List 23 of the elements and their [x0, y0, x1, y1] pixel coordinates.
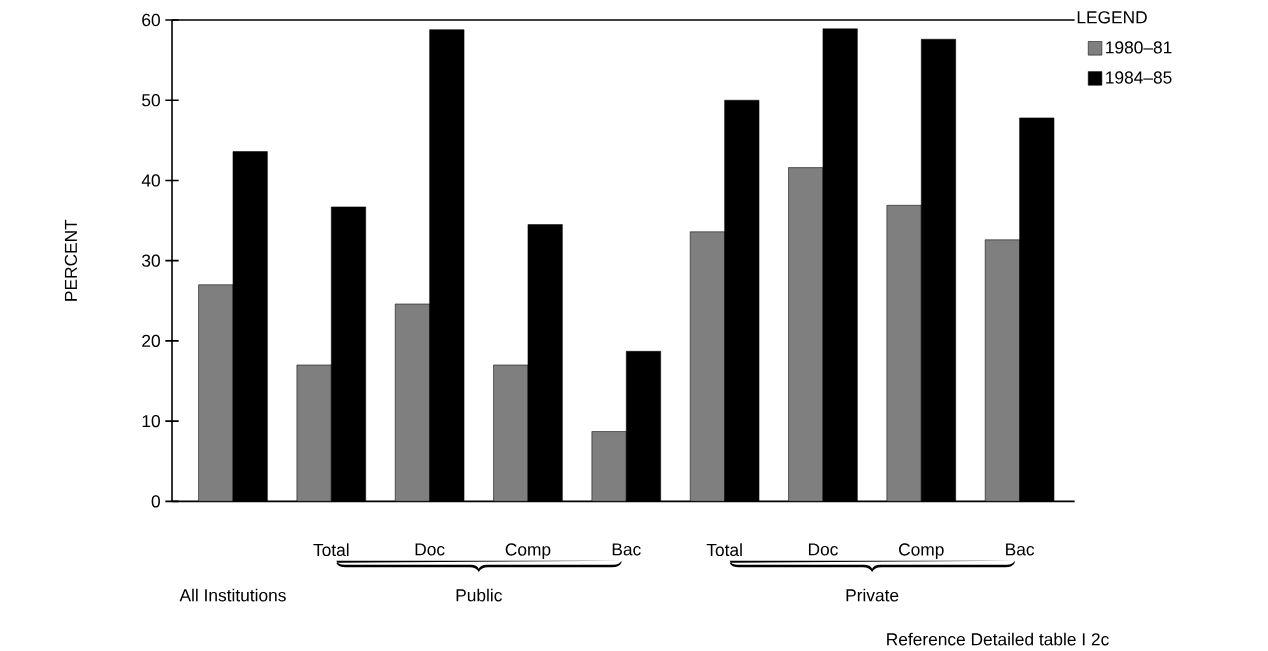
text: Reference Detailed table I 2c: [887, 632, 1109, 646]
x-tick-label: Comp: [899, 543, 944, 560]
x-tick-label: Bac: [1006, 543, 1035, 556]
legend-label: 1980–81: [1106, 41, 1172, 54]
y-tick-label: 60: [142, 14, 160, 27]
text: Private: [846, 588, 899, 602]
text: Public: [456, 588, 502, 602]
y-tick-label: 20: [142, 334, 160, 348]
y-tick-label: 40: [141, 174, 160, 187]
x-tick-label: Doc: [808, 543, 838, 556]
y-tick-label: 50: [142, 94, 160, 107]
x-tick-label: Total: [706, 543, 742, 557]
y-tick-label: 30: [142, 254, 160, 267]
x-tick-label: Comp: [505, 543, 551, 560]
x-tick-label: Doc: [415, 543, 445, 556]
text: All Institutions: [179, 588, 286, 602]
y-tick-label: 10: [142, 415, 160, 428]
legend-title: LEGEND: [1077, 11, 1147, 24]
x-tick-label: Bac: [612, 543, 641, 556]
x-tick-label: Total: [313, 543, 349, 557]
y-axis-title: PERCENT: [64, 219, 78, 301]
legend-label: 1984–85: [1106, 71, 1172, 84]
y-tick-label: 0: [151, 495, 160, 508]
